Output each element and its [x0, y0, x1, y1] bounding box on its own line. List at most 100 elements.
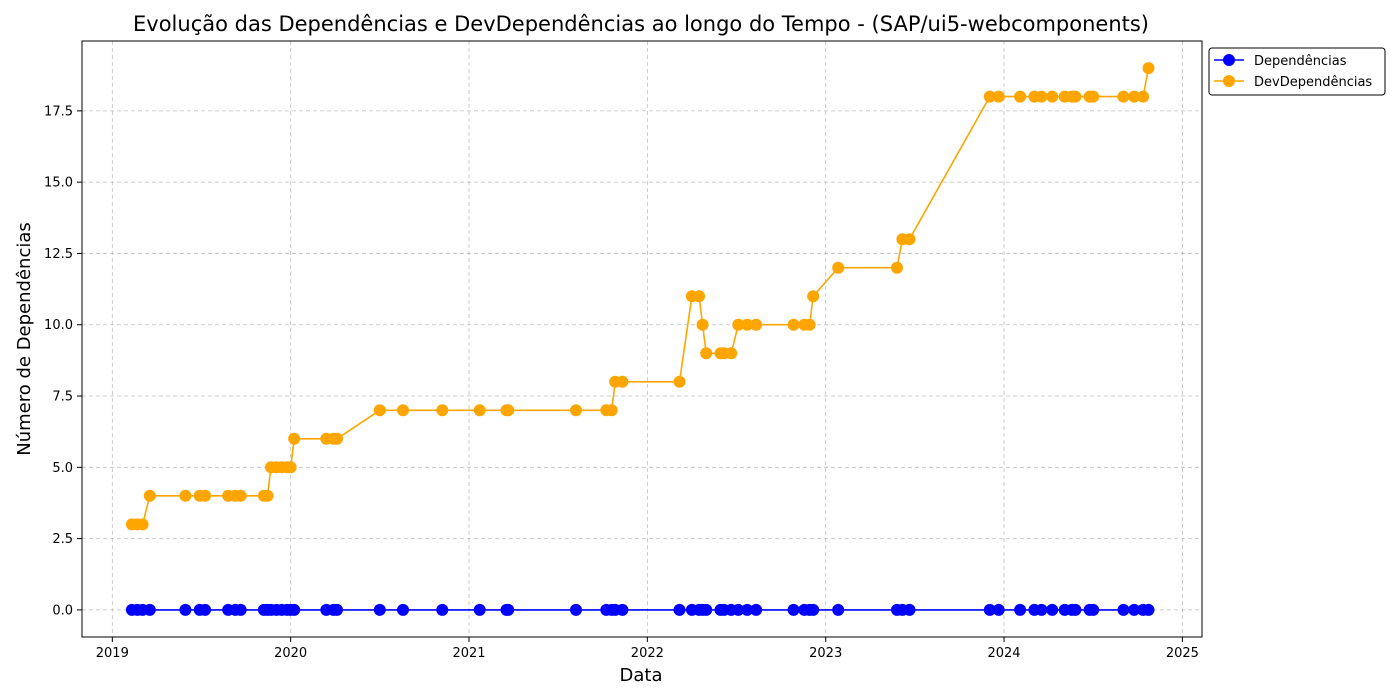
data-point-dependencias [616, 603, 629, 616]
data-point-devdependencias [992, 90, 1005, 103]
data-point-dependencias [1117, 603, 1130, 616]
data-point-devdependencias [1014, 90, 1027, 103]
data-point-devdependencias [1035, 90, 1048, 103]
data-point-devdependencias [570, 404, 582, 417]
legend-box [1208, 47, 1386, 96]
x-axis: 2019 2020 2021 2022 2023 2024 2025 [96, 637, 1199, 661]
data-point-devdependencias [1046, 90, 1059, 103]
x-tick-label: 2021 [452, 646, 485, 661]
x-tick-label: 2024 [987, 646, 1020, 661]
data-point-dependencias [1142, 603, 1155, 616]
y-tick-label: 0.0 [52, 603, 73, 618]
data-point-devdependencias [605, 404, 618, 417]
data-point-devdependencias [473, 404, 486, 417]
data-point-devdependencias [331, 432, 343, 445]
data-point-dependencias [143, 603, 156, 616]
data-point-devdependencias [179, 489, 192, 502]
data-point-devdependencias [199, 489, 212, 502]
data-point-dependencias [750, 603, 763, 616]
x-tick-label: 2019 [96, 646, 129, 661]
data-point-devdependencias [787, 318, 800, 331]
series-line-devdependencias [131, 67, 1150, 526]
data-point-dependencias [373, 603, 386, 616]
data-point-devdependencias [1128, 90, 1141, 103]
chart-title: Evolução das Dependências e DevDependênc… [133, 12, 1149, 36]
data-point-devdependencias [750, 318, 763, 331]
data-point-devdependencias [436, 404, 449, 417]
data-point-dependencias [1035, 603, 1048, 616]
plot-area [125, 62, 1155, 616]
data-point-devdependencias [1142, 62, 1155, 75]
y-axis-label: Número de Dependências [14, 222, 35, 456]
y-tick-label: 15.0 [44, 176, 73, 191]
data-point-devdependencias [807, 290, 820, 303]
x-tick-label: 2022 [631, 646, 664, 661]
data-point-devdependencias [373, 404, 386, 417]
data-point-dependencias [1069, 603, 1082, 616]
y-tick-label: 12.5 [44, 247, 73, 262]
data-point-dependencias [983, 603, 996, 616]
data-point-devdependencias [1069, 90, 1082, 103]
y-tick-label: 5.0 [52, 461, 73, 476]
data-point-dependencias [992, 603, 1005, 616]
data-point-dependencias [832, 603, 845, 616]
data-point-devdependencias [1087, 90, 1100, 103]
data-point-devdependencias [732, 318, 745, 331]
data-point-dependencias [199, 603, 212, 616]
data-point-devdependencias [903, 233, 916, 246]
data-point-devdependencias [284, 461, 297, 474]
data-point-devdependencias [983, 90, 996, 103]
legend-label-dependencias: Dependências [1254, 54, 1347, 69]
data-point-dependencias [787, 603, 800, 616]
data-point-devdependencias [891, 261, 903, 274]
data-point-devdependencias [693, 290, 706, 303]
data-point-devdependencias [696, 318, 709, 331]
data-point-dependencias [179, 603, 192, 616]
data-point-devdependencias [502, 404, 515, 417]
data-point-devdependencias [136, 518, 149, 531]
data-point-devdependencias [234, 489, 247, 502]
data-point-dependencias [673, 603, 686, 616]
legend-marker-dependencias [1223, 54, 1235, 66]
data-point-dependencias [570, 603, 582, 616]
data-point-devdependencias [1117, 90, 1130, 103]
y-axis: 0.0 2.5 5.0 7.5 10.0 12.5 15.0 17.5 [44, 104, 82, 618]
x-tick-label: 2020 [274, 646, 307, 661]
data-point-devdependencias [673, 375, 686, 388]
data-point-devdependencias [803, 318, 816, 331]
data-point-dependencias [397, 603, 409, 616]
data-point-devdependencias [725, 347, 738, 360]
x-tick-label: 2023 [809, 646, 842, 661]
x-tick-label: 2025 [1166, 646, 1199, 661]
data-point-devdependencias [261, 489, 274, 502]
data-point-devdependencias [288, 432, 301, 445]
grid [82, 41, 1202, 637]
legend-marker-devdependencias [1223, 75, 1235, 87]
data-point-dependencias [288, 603, 301, 616]
data-point-devdependencias [832, 261, 845, 274]
data-point-devdependencias [741, 318, 754, 331]
y-tick-label: 10.0 [44, 318, 73, 333]
data-point-dependencias [502, 603, 515, 616]
data-point-devdependencias [700, 347, 713, 360]
series-dependencias [125, 603, 1155, 616]
data-point-dependencias [331, 603, 343, 616]
data-point-dependencias [1128, 603, 1141, 616]
y-tick-label: 17.5 [44, 104, 73, 119]
data-point-devdependencias [1137, 90, 1150, 103]
data-point-dependencias [1087, 603, 1100, 616]
legend-label-devdependencias: DevDependências [1254, 75, 1372, 90]
data-point-devdependencias [616, 375, 629, 388]
series-devdependencias [125, 62, 1155, 531]
data-point-dependencias [903, 603, 916, 616]
data-point-dependencias [700, 603, 713, 616]
data-point-dependencias [741, 603, 754, 616]
data-point-dependencias [234, 603, 247, 616]
plot-frame [81, 40, 1203, 638]
y-tick-label: 2.5 [52, 532, 73, 547]
x-axis-label: Data [620, 665, 663, 686]
legend: Dependências DevDependências [1208, 47, 1386, 96]
data-point-dependencias [473, 603, 486, 616]
data-point-devdependencias [397, 404, 409, 417]
y-tick-label: 7.5 [52, 390, 73, 405]
